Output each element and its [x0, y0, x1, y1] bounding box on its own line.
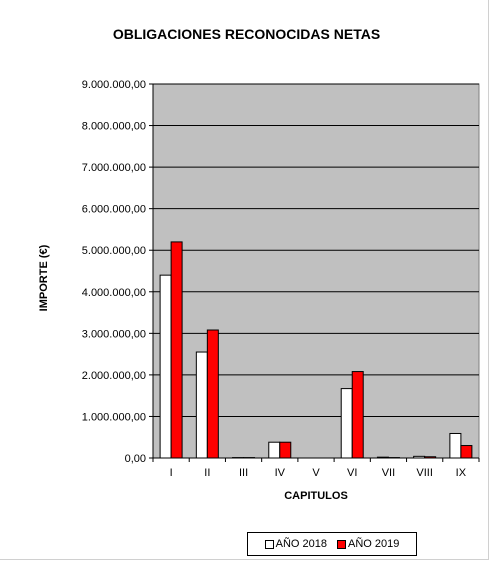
x-tick-label: VIII	[416, 467, 433, 479]
legend: AÑO 2018 AÑO 2019	[247, 532, 417, 556]
y-tick-label: 7.000.000,00	[82, 162, 146, 174]
bar-año-2019	[351, 371, 364, 459]
legend-swatch-2018	[264, 539, 274, 549]
legend-label-2019: AÑO 2019	[348, 538, 400, 550]
bar-año-2018	[413, 455, 426, 459]
x-tick-label: VII	[382, 467, 395, 479]
x-tick-label: IX	[456, 467, 467, 479]
legend-item-2018: AÑO 2018	[264, 538, 327, 550]
x-tick-label: III	[239, 467, 248, 479]
x-tick-label: VI	[347, 467, 357, 479]
y-tick-label: 1.000.000,00	[82, 411, 146, 423]
x-tick-label: II	[204, 467, 210, 479]
bar-año-2018	[376, 456, 389, 459]
bar-año-2018	[268, 441, 281, 459]
y-tick-label: 4.000.000,00	[82, 287, 146, 299]
bar-año-2018	[159, 274, 172, 459]
x-tick-label: IV	[275, 467, 286, 479]
x-axis-label: CAPITULOS	[284, 490, 348, 502]
bar-año-2018	[195, 351, 208, 459]
y-tick-label: 9.000.000,00	[82, 79, 146, 91]
bar-año-2019	[206, 329, 219, 459]
y-tick-label: 6.000.000,00	[82, 204, 146, 216]
y-tick-label: 8.000.000,00	[82, 121, 146, 133]
y-tick-label: 0,00	[125, 453, 146, 465]
bar-año-2019	[279, 441, 292, 459]
y-tick-label: 5.000.000,00	[82, 245, 146, 257]
bar-año-2019	[170, 241, 183, 459]
bar-año-2019	[424, 456, 437, 459]
x-tick-label: I	[170, 467, 173, 479]
x-tick-label: V	[312, 467, 320, 479]
y-tick-label: 3.000.000,00	[82, 328, 146, 340]
legend-item-2019: AÑO 2019	[337, 538, 399, 550]
bar-año-2018	[340, 388, 353, 459]
bar-año-2019	[460, 445, 473, 459]
y-tick-label: 2.000.000,00	[82, 370, 146, 382]
bar-año-2018	[449, 432, 462, 459]
legend-swatch-2019	[337, 539, 346, 549]
chart-title: OBLIGACIONES RECONOCIDAS NETAS	[112, 26, 381, 42]
legend-label-2018: AÑO 2018	[275, 538, 327, 550]
